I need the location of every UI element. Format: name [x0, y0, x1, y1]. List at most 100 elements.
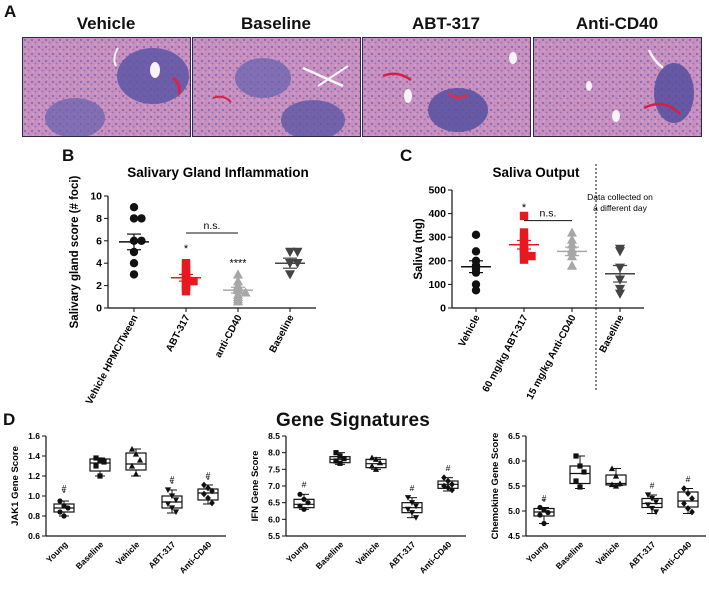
x-tick-label: Vehicle — [457, 313, 483, 349]
note-text: Data collected on — [587, 192, 653, 202]
data-point — [201, 490, 207, 498]
data-point — [284, 270, 296, 280]
x-tick-label: Anti-CD40 — [177, 539, 213, 575]
data-point — [305, 500, 311, 506]
data-point — [614, 289, 626, 299]
histology-image-anticd40 — [533, 37, 702, 137]
data-point — [519, 249, 529, 258]
y-tick-label: 400 — [428, 208, 446, 220]
data-point — [581, 469, 587, 475]
data-point — [129, 203, 139, 212]
note-text: a different day — [593, 203, 647, 213]
y-axis-label: Chemokine Gene Score — [490, 433, 501, 540]
histology-image-vehicle — [22, 37, 191, 137]
data-point — [471, 247, 481, 256]
data-point — [372, 456, 380, 462]
data-point — [168, 493, 176, 500]
significance-mark: # — [446, 463, 451, 473]
data-point — [97, 473, 103, 479]
chart-c-saliva-output: Saliva Output 0 100 200 300 400 500 Saliva (mg)… — [413, 164, 653, 402]
data-point — [128, 462, 136, 469]
y-tick-label: 4.5 — [508, 531, 520, 541]
box — [569, 465, 591, 485]
significance-mark: **** — [229, 258, 247, 270]
significance-label: n.s. — [540, 208, 557, 220]
data-point — [577, 463, 583, 469]
data-point — [449, 480, 455, 488]
data-point — [93, 463, 99, 469]
data-point — [232, 296, 244, 306]
chart-title: Saliva Output — [492, 165, 580, 180]
y-axis-label: Saliva (mg) — [413, 218, 425, 280]
y-tick-label: 0 — [96, 303, 102, 315]
data-point — [408, 500, 416, 506]
significance-mark: # — [542, 493, 547, 503]
y-tick-label: 4 — [96, 258, 102, 270]
y-tick-label: 2 — [96, 280, 102, 292]
data-point — [577, 484, 583, 490]
data-point — [65, 505, 71, 511]
x-tick-label: ABT-317 — [146, 539, 177, 570]
data-point — [97, 457, 103, 463]
histology-image-baseline — [192, 37, 361, 137]
data-point — [181, 259, 191, 268]
data-point — [541, 507, 547, 513]
data-point — [404, 506, 412, 513]
data-point — [471, 280, 481, 289]
data-point — [445, 477, 451, 485]
y-axis-label: IFN Gene Score — [250, 451, 261, 522]
x-tick-label: Vehicle — [114, 539, 142, 567]
data-point — [648, 495, 656, 502]
y-tick-label: 5.0 — [508, 506, 520, 516]
data-point — [61, 513, 67, 519]
image-title-baseline: Baseline — [241, 14, 311, 33]
x-tick-label: Baseline — [598, 313, 627, 355]
data-point — [471, 286, 481, 295]
data-point — [284, 247, 296, 258]
x-tick-label: ABT-317 — [164, 313, 193, 354]
data-point — [644, 492, 652, 499]
image-title-anticd40: Anti-CD40 — [575, 14, 659, 33]
data-point — [689, 495, 695, 502]
panel-letter-b: B — [62, 146, 75, 165]
data-point — [181, 287, 191, 296]
data-point — [137, 236, 146, 245]
data-point — [612, 482, 620, 489]
y-tick-label: 7.0 — [268, 481, 280, 491]
significance-mark: * — [184, 243, 189, 255]
significance-mark: * — [542, 497, 546, 507]
data-point — [527, 251, 536, 261]
y-tick-label: 7.5 — [268, 464, 280, 474]
y-tick-label: 1.4 — [28, 451, 40, 461]
y-tick-label: 100 — [428, 279, 446, 291]
chart-d3-chemokine: 4.5 5.0 5.5 6.0 6.5 Chemokine Gene Score Young… — [490, 431, 706, 575]
significance-mark: # — [410, 483, 415, 493]
data-point — [132, 450, 140, 457]
y-tick-label: 8.0 — [268, 448, 280, 458]
data-point — [519, 211, 529, 221]
y-axis-label: JAK1 Gene Score — [10, 446, 21, 526]
data-point — [685, 505, 691, 512]
chart-d1-jak1: 0.6 0.8 1.0 1.2 1.4 1.6 JAK1 Gene Score Young Ba… — [10, 431, 226, 575]
y-tick-label: 500 — [428, 185, 446, 197]
x-tick-label: Young — [524, 539, 549, 564]
data-point — [412, 503, 420, 510]
chart-title: Salivary Gland Inflammation — [127, 165, 309, 180]
significance-mark: # — [206, 470, 211, 480]
data-point — [545, 509, 551, 516]
y-tick-label: 8 — [96, 213, 102, 225]
data-point — [129, 214, 139, 223]
y-tick-label: 1.2 — [28, 471, 40, 481]
significance-mark: # — [170, 474, 175, 484]
y-tick-label: 6.5 — [508, 431, 520, 441]
data-point — [376, 459, 384, 466]
histology-image-abt317 — [362, 37, 531, 137]
data-point — [652, 509, 660, 516]
data-point — [449, 486, 455, 494]
significance-mark: # — [650, 481, 655, 491]
x-tick-label: 15 mg/kg Anti-CD40 — [525, 313, 579, 402]
data-point — [93, 455, 99, 461]
x-tick-label: Baseline — [74, 539, 106, 571]
y-tick-label: 0.8 — [28, 511, 40, 521]
data-point — [573, 478, 579, 484]
